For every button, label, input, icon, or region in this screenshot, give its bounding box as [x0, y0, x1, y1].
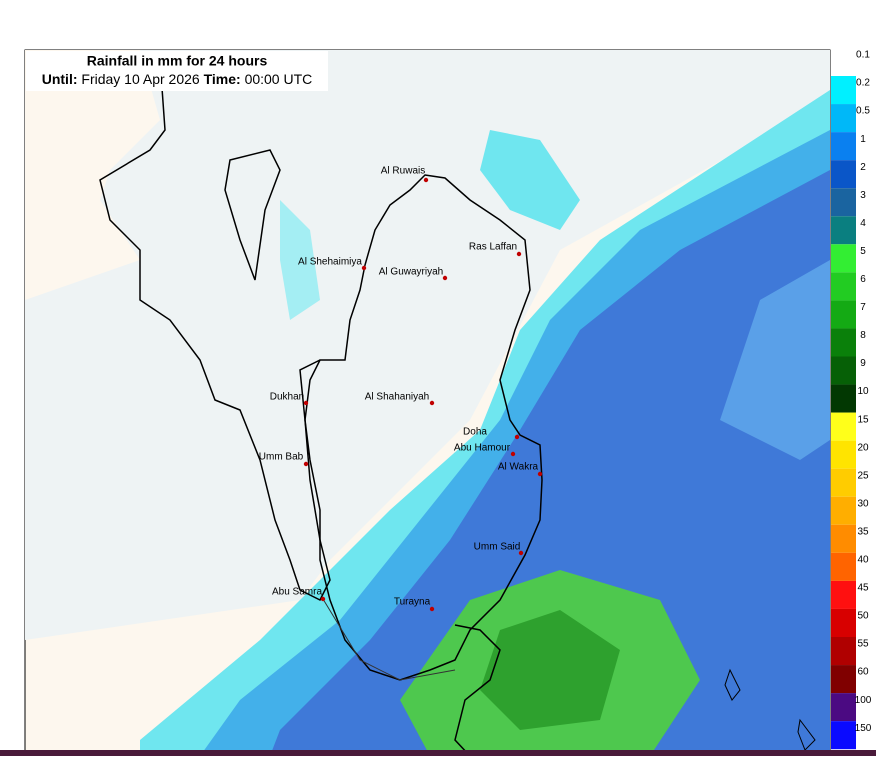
border — [322, 598, 456, 681]
legend-label: 10 — [857, 386, 869, 397]
region — [25, 50, 160, 300]
legend-swatch — [831, 608, 856, 637]
place-label: Al Wakra — [498, 462, 539, 473]
legend-swatch — [831, 272, 856, 301]
title-box — [26, 51, 328, 91]
places: Al Ruwais Ras Laffan Al Shehaimiya Al Guway… — [259, 166, 543, 612]
place-dot — [423, 177, 429, 183]
legend-label: 6 — [860, 274, 866, 285]
legend-label: 0.1 — [856, 50, 870, 61]
legend-swatch — [831, 440, 856, 469]
legend-swatch — [831, 300, 856, 329]
legend-swatch — [831, 384, 856, 413]
rain-area — [270, 170, 830, 756]
place-dot — [442, 275, 448, 281]
legend-swatch — [831, 637, 856, 666]
label: Until: — [42, 71, 78, 87]
place-dot — [518, 550, 524, 556]
place-label: Al Shehaimiya — [298, 257, 362, 268]
region — [25, 50, 830, 640]
legend-label: 15 — [857, 414, 869, 425]
legend-label: 100 — [855, 695, 872, 706]
place-dot — [429, 400, 435, 406]
legend-label: 7 — [860, 302, 866, 313]
legend-label: 55 — [857, 639, 869, 650]
legend-swatch — [831, 693, 856, 722]
place-dot — [510, 451, 516, 457]
coastline — [99, 59, 331, 602]
legend-label: 20 — [857, 442, 869, 453]
legend-swatch — [831, 552, 856, 581]
place-label: Al Shahaniyah — [365, 392, 430, 403]
legend-label: 4 — [860, 218, 866, 229]
legend-label: 45 — [857, 583, 869, 594]
legend-label: 8 — [860, 330, 866, 341]
legend-label: 2 — [860, 162, 866, 173]
legend-label: 1 — [860, 134, 866, 145]
legend-label: 35 — [857, 526, 869, 537]
legend-swatch — [831, 496, 856, 525]
legend-label: 0.5 — [856, 106, 870, 117]
title: Rainfall in mm for 24 hours — [87, 53, 268, 69]
legend-swatch — [831, 188, 856, 217]
place-label: Abu Hamour — [454, 443, 511, 454]
legend-label: 25 — [857, 470, 869, 481]
place-dot — [514, 434, 520, 440]
rain-area — [480, 130, 580, 230]
legend: 0.10.20.51234567891015202530354045505560… — [831, 50, 872, 750]
legend-swatch — [831, 216, 856, 245]
place-dot — [516, 251, 522, 257]
legend-label: 9 — [860, 358, 866, 369]
legend-swatch — [831, 160, 856, 189]
coastline — [454, 624, 501, 757]
place-dot — [429, 606, 435, 612]
legend-swatch — [831, 665, 856, 694]
legend-label: 30 — [857, 498, 869, 509]
place-label: Al Guwayriyah — [379, 267, 443, 278]
coastline — [224, 149, 281, 281]
legend-swatch — [831, 412, 856, 441]
legend-label: 60 — [857, 667, 869, 678]
legend-swatch — [831, 356, 856, 385]
rain-area — [720, 260, 830, 460]
place-dot — [303, 400, 309, 406]
legend-swatch — [831, 468, 856, 497]
place-label: Abu Samra — [272, 587, 322, 598]
legend-swatch — [831, 524, 856, 553]
place-dot — [537, 471, 543, 477]
legend-label: 5 — [860, 246, 866, 257]
place-label: Ras Laffan — [469, 242, 517, 253]
place-dot — [303, 461, 309, 467]
legend-swatch — [831, 76, 856, 105]
place-dot — [320, 596, 326, 602]
rain-area — [280, 200, 320, 320]
legend-label: 50 — [857, 611, 869, 622]
place-label: Umm Bab — [259, 452, 304, 463]
legend-label: 0.2 — [856, 78, 870, 89]
rain-area — [480, 610, 620, 730]
legend-label: 3 — [860, 190, 866, 201]
legend-swatch — [831, 244, 856, 273]
date: Friday 10 Apr 2026 — [81, 71, 200, 87]
legend-swatch — [831, 580, 856, 609]
place-label: Doha — [463, 427, 487, 438]
place-dot — [361, 265, 367, 271]
legend-swatch — [831, 132, 856, 161]
legend-label: 150 — [855, 723, 872, 734]
place-label: Turayna — [394, 597, 431, 608]
label: Time: — [204, 71, 241, 87]
time: 00:00 UTC — [245, 71, 313, 87]
place-label: Dukhan — [270, 392, 304, 403]
footer-bar — [0, 750, 876, 756]
place-label: Al Ruwais — [381, 166, 425, 177]
subtitle: Until: Friday 10 Apr 2026 Time: 00:00 UT… — [42, 71, 313, 87]
legend-label: 40 — [857, 555, 869, 566]
legend-swatch — [831, 328, 856, 357]
legend-swatch — [831, 721, 856, 750]
legend-swatch — [831, 104, 856, 133]
coastline — [304, 174, 543, 681]
place-label: Umm Said — [474, 542, 521, 553]
